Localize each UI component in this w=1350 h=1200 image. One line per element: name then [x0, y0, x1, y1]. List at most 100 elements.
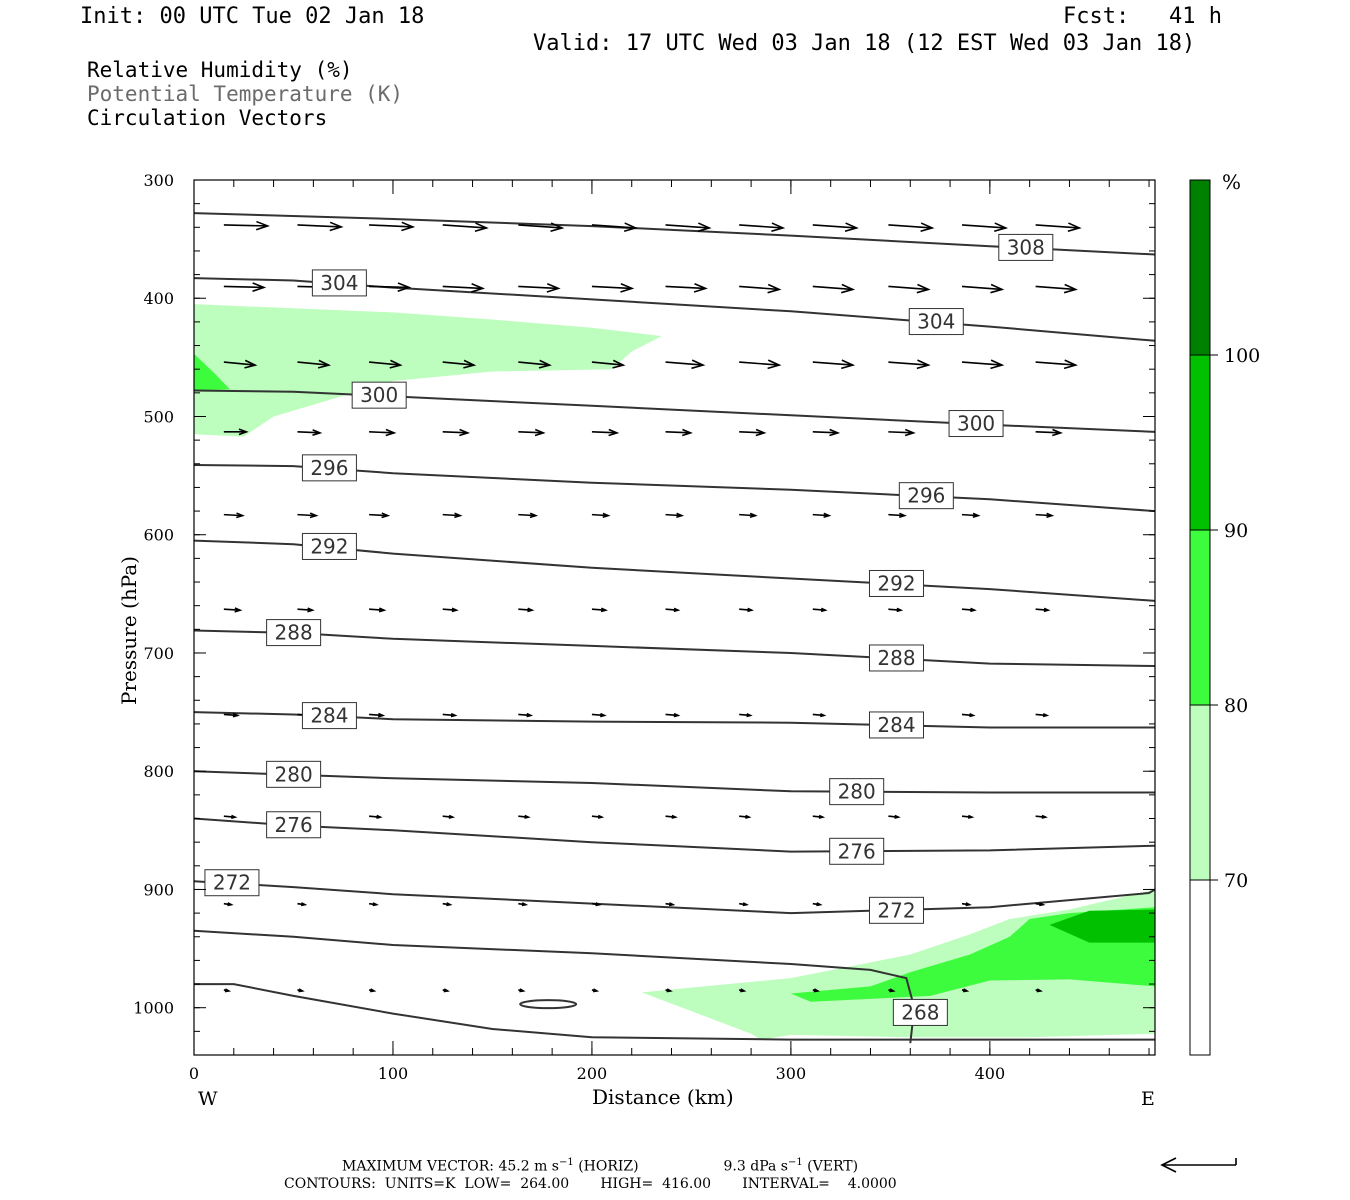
contour-label-296: 296: [301, 454, 357, 482]
colorbar-segment: [1189, 704, 1211, 881]
contour-label-280: 280: [829, 778, 885, 806]
circulation-vector: [665, 902, 676, 907]
contour-label-276: 276: [266, 811, 322, 839]
circulation-vector: [1035, 359, 1078, 370]
vector-head: [312, 429, 323, 436]
circulation-vector: [442, 988, 450, 993]
circulation-vector: [812, 814, 826, 819]
contour-label-292: 292: [301, 532, 357, 560]
vector-shaft: [297, 224, 342, 228]
vector-head: [446, 902, 453, 907]
y-tick-label: 500: [143, 407, 174, 426]
circulation-vector: [1035, 512, 1055, 519]
colorbar-label: 80: [1224, 695, 1248, 717]
vector-head: [676, 512, 685, 519]
circulation-vector: [223, 282, 267, 293]
vector-shaft: [591, 224, 636, 229]
circulation-vector: [961, 713, 976, 718]
vector-head: [454, 512, 463, 519]
x-tick-label: 400: [975, 1064, 1006, 1083]
circulation-vector: [297, 359, 332, 369]
vector-head: [962, 988, 970, 993]
circulation-vector: [665, 607, 681, 613]
vector-shaft: [665, 431, 691, 434]
axis-layer: 300 400 500 600 700 800 900 1000 0 100 200 300 400: [133, 171, 1156, 1083]
vector-head: [602, 512, 611, 519]
vector-head: [527, 607, 535, 613]
vector-shaft: [223, 285, 264, 289]
circulation-vector: [961, 988, 970, 993]
vector-head: [1036, 988, 1043, 993]
circulation-vector: [223, 712, 240, 718]
vector-shaft: [812, 224, 857, 229]
circulation-vector: [223, 512, 245, 519]
horiz-unit: m s: [534, 1158, 559, 1175]
vector-head: [841, 283, 856, 294]
circulation-vector: [518, 712, 534, 718]
vector-shaft: [1035, 513, 1052, 517]
circulation-vector: [223, 220, 270, 231]
y-tick-label: 1000: [133, 999, 174, 1018]
vector-shaft: [888, 513, 905, 517]
colorbar-label: 70: [1224, 870, 1248, 892]
contour-label-box: [301, 702, 357, 730]
theta-contour-276: [193, 817, 1156, 853]
vector-shaft: [591, 431, 617, 434]
circulation-vector: [297, 221, 344, 232]
circulation-vector: [518, 607, 535, 613]
vector-head: [521, 902, 529, 907]
contour-label-text: 280: [275, 762, 313, 786]
theta-contour-264: [194, 983, 1155, 1041]
circulation-vector: [518, 988, 526, 993]
circulation-vector: [518, 902, 529, 907]
contour-label-text: 288: [877, 646, 915, 670]
theta-contour-closed: [519, 999, 578, 1010]
vector-shaft: [739, 361, 780, 366]
x-axis-label: Distance (km): [592, 1085, 734, 1109]
vector-head: [1063, 359, 1078, 370]
circulation-vector: [888, 512, 907, 519]
contour-label-text: 292: [877, 571, 915, 595]
colorbar: 70 80 90 100: [1189, 179, 1260, 1056]
contour-label-box: [868, 711, 924, 739]
contour-label-box: [829, 837, 885, 865]
contour-label-box: [266, 811, 322, 839]
vector-head: [463, 359, 477, 369]
legend-theta: Potential Temperature (K): [87, 82, 404, 106]
circulation-vector: [518, 428, 546, 437]
y-tick-label: 800: [143, 762, 174, 781]
circulation-vector: [591, 814, 605, 819]
circulation-vector: [369, 512, 391, 519]
circulation-vector: [739, 222, 786, 233]
circulation-vector: [739, 607, 754, 613]
vector-shaft: [1035, 361, 1076, 366]
circulation-vector: [812, 988, 821, 993]
vector-head: [1043, 607, 1051, 613]
vector-head: [742, 902, 749, 907]
colorbar-label: 100: [1224, 345, 1260, 367]
circulation-vector: [518, 359, 552, 369]
contour-label-text: 292: [310, 534, 348, 558]
contour-label-box: [868, 896, 924, 924]
vector-head: [524, 814, 531, 819]
circulation-vector: [812, 607, 828, 613]
circulation-vector: [739, 359, 782, 370]
theta-contour-284: [193, 711, 1155, 729]
circulation-vector: [591, 712, 607, 718]
vector-shaft: [442, 513, 461, 517]
circulation-vector: [961, 359, 1005, 370]
vector-head: [232, 712, 240, 718]
circulation-vector: [888, 607, 904, 613]
contour-label-box: [266, 760, 322, 788]
fcst-label: Fcst:: [1063, 4, 1130, 29]
circulation-vector: [961, 222, 1009, 233]
vector-head: [1041, 814, 1048, 819]
theta-contour-296: [193, 464, 1156, 513]
contour-label-288: 288: [266, 619, 322, 647]
vector-head: [546, 283, 561, 293]
plot-frame: [193, 179, 1156, 1056]
vector-head: [1046, 512, 1055, 519]
vector-head: [994, 222, 1009, 233]
vector-head: [1042, 713, 1050, 718]
